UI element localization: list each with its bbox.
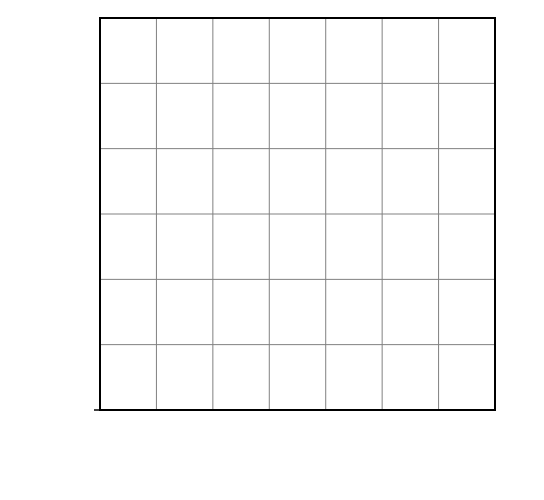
chart-bg <box>0 0 544 500</box>
